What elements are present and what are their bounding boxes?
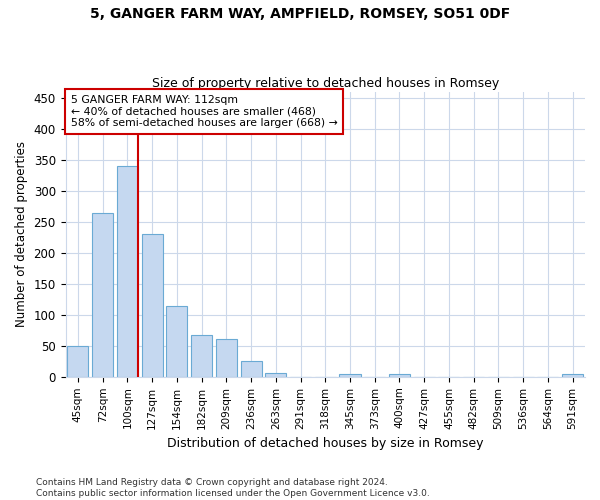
Bar bbox=[191, 334, 212, 377]
Bar bbox=[92, 213, 113, 377]
Text: 5 GANGER FARM WAY: 112sqm
← 40% of detached houses are smaller (468)
58% of semi: 5 GANGER FARM WAY: 112sqm ← 40% of detac… bbox=[71, 95, 337, 128]
Bar bbox=[562, 374, 583, 377]
X-axis label: Distribution of detached houses by size in Romsey: Distribution of detached houses by size … bbox=[167, 437, 484, 450]
Bar bbox=[389, 374, 410, 377]
Y-axis label: Number of detached properties: Number of detached properties bbox=[15, 142, 28, 328]
Bar bbox=[340, 374, 361, 377]
Bar bbox=[216, 339, 237, 377]
Bar bbox=[265, 373, 286, 377]
Title: Size of property relative to detached houses in Romsey: Size of property relative to detached ho… bbox=[152, 76, 499, 90]
Bar bbox=[117, 166, 138, 377]
Bar bbox=[166, 306, 187, 377]
Bar bbox=[241, 362, 262, 377]
Text: 5, GANGER FARM WAY, AMPFIELD, ROMSEY, SO51 0DF: 5, GANGER FARM WAY, AMPFIELD, ROMSEY, SO… bbox=[90, 8, 510, 22]
Text: Contains HM Land Registry data © Crown copyright and database right 2024.
Contai: Contains HM Land Registry data © Crown c… bbox=[36, 478, 430, 498]
Bar bbox=[142, 234, 163, 377]
Bar bbox=[67, 346, 88, 377]
